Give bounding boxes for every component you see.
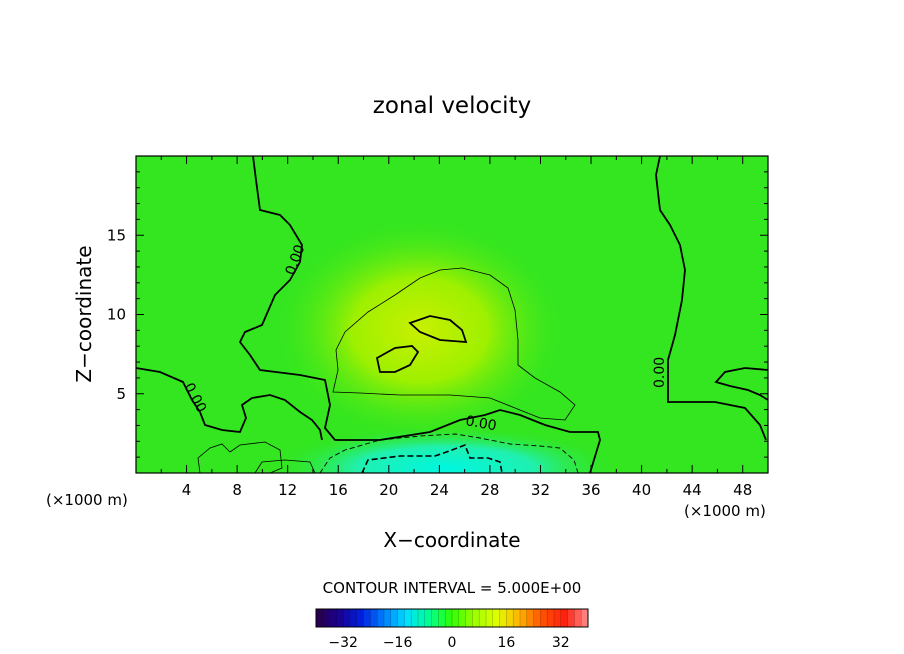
contour-positive-10-b [375,345,420,373]
colorbar-segment [452,609,460,627]
x-axis-label: X−coordinate [383,528,520,552]
colorbar-segment [486,609,494,627]
colorbar-segment [424,609,432,627]
x-tick-label-8: 36 [581,481,600,499]
colorbar-segment [533,609,541,627]
x-tick-label-5: 24 [430,481,449,499]
colorbar-segment [574,609,582,627]
x-tick-label-6: 28 [480,481,499,499]
y-axis-ticks: 5 10 15 [107,171,768,458]
colorbar-segment [431,609,439,627]
colorbar-segment [343,609,351,627]
contour-negative-5 [319,433,579,473]
colorbar-segment [547,609,555,627]
positive-core-shading [270,215,570,445]
colorbar-segment [377,609,385,627]
contour-label-right: 0.00 [652,357,668,388]
y-tick-label-0: 5 [116,385,126,403]
colorbar-segment [526,609,534,627]
colorbar-tick-label-4: 32 [552,635,570,651]
x-tick-label-2: 12 [278,481,297,499]
zero-contour-lower-left [136,367,323,441]
contour-interval-text: CONTOUR INTERVAL = 5.000E+00 [323,579,582,597]
chart-title: zonal velocity [373,93,531,119]
colorbar-segment [560,609,568,627]
contour-label-middle: 0.00 [464,413,497,434]
colorbar-segment [350,609,358,627]
colorbar-segment [472,609,480,627]
x-tick-label-4: 20 [379,481,398,499]
colorbar-tick-label-1: −16 [383,635,413,651]
colorbar-segment [520,609,528,627]
colorbar-segment [492,609,500,627]
colorbar-segment [554,609,562,627]
colorbar-segment [506,609,514,627]
x-tick-label-7: 32 [531,481,550,499]
colorbar-segment [465,609,473,627]
colorbar-segment [397,609,405,627]
colorbar-segment [458,609,466,627]
colorbar-segment [404,609,412,627]
colorbar-segment [445,609,453,627]
colorbar-segment [316,609,324,627]
contour-small-lower-left [197,441,283,473]
colorbar-segment [384,609,392,627]
x-tick-label-1: 8 [232,481,242,499]
colorbar-tick-label-0: −32 [328,635,358,651]
colorbar-segment [322,609,330,627]
colorbar-segment [363,609,371,627]
zero-contour-right [655,156,767,441]
colorbar-segment [479,609,487,627]
plot-area [136,156,768,473]
contour-small-lower [254,459,316,473]
negative-core-shading [270,426,620,473]
colorbar-segment [567,609,575,627]
x-tick-label-3: 16 [329,481,348,499]
y-tick-label-2: 15 [107,226,126,244]
colorbar-segment [499,609,507,627]
colorbar-segment [418,609,426,627]
colorbar-segment [390,609,398,627]
colorbar-frame [315,608,589,628]
x-tick-label-11: 48 [733,481,752,499]
colorbar-segment [438,609,446,627]
colorbar-segment [581,609,589,627]
colorbar-segment [329,609,337,627]
colorbar-tick-label-2: 0 [448,635,457,651]
colorbar-segment [540,609,548,627]
x-tick-label-9: 40 [632,481,651,499]
colorbar-segment [411,609,419,627]
x-tick-label-10: 44 [683,481,702,499]
x-axis-ticks: 4 8 12 16 20 24 28 32 36 40 44 48 [160,156,752,499]
zero-contour-left [238,156,601,473]
x-unit-right: (×1000 m) [684,502,766,520]
zero-contour-right-lobe [714,367,768,401]
colorbar-tick-labels: −32 −16 0 16 32 [328,635,569,651]
colorbar-segment [370,609,378,627]
colorbar-segment [336,609,344,627]
y-axis-label: Z−coordinate [72,245,96,382]
colorbar-tick-label-3: 16 [497,635,515,651]
contour-negative-10 [361,443,503,473]
x-unit-left: (×1000 m) [46,491,128,509]
x-tick-label-0: 4 [182,481,192,499]
colorbar-segment [356,609,364,627]
colorbar [315,608,589,628]
contour-positive-10-a [408,315,468,344]
y-tick-label-1: 10 [107,306,126,324]
colorbar-segment [513,609,521,627]
contour-positive-5 [332,267,576,421]
